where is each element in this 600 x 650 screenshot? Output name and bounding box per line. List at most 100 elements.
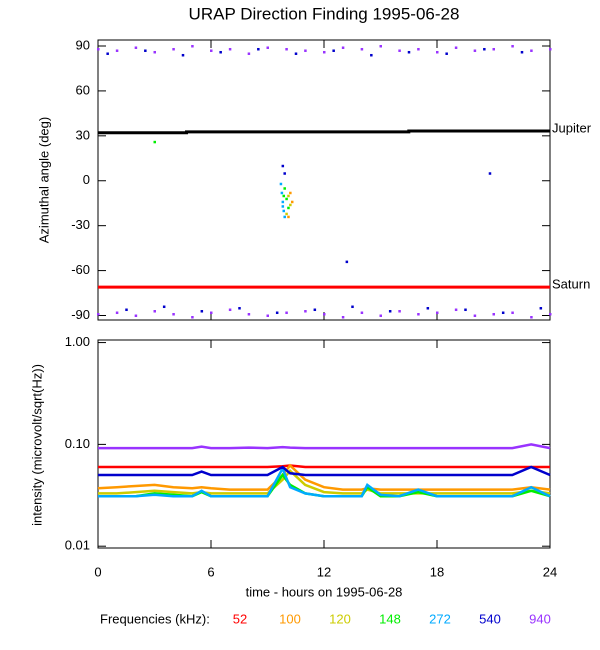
point — [417, 47, 420, 51]
point — [549, 47, 552, 51]
point — [483, 47, 486, 51]
y-axis-label: intensity (microvolt/sqrt(Hz)) — [29, 364, 44, 526]
y-tick-label: 0 — [83, 172, 90, 187]
point — [134, 314, 138, 318]
point — [341, 46, 345, 49]
point — [360, 311, 364, 315]
point — [285, 311, 288, 315]
point — [247, 313, 251, 316]
point — [153, 310, 156, 313]
point — [153, 50, 156, 54]
point — [501, 311, 505, 315]
point — [247, 52, 251, 55]
point — [153, 140, 156, 144]
point — [351, 305, 354, 309]
point — [379, 44, 382, 48]
plot-frame — [97, 39, 551, 321]
point — [530, 49, 533, 52]
point — [323, 313, 326, 316]
point — [281, 205, 285, 208]
point — [332, 49, 335, 52]
legend-title: Frequencies (kHz): — [100, 611, 210, 626]
legend-label: 272 — [429, 611, 451, 626]
point — [97, 47, 100, 51]
point — [464, 308, 467, 312]
legend-label: 120 — [329, 611, 351, 626]
x-axis-label: time - hours on 1995-06-28 — [246, 584, 403, 599]
point — [473, 314, 477, 318]
point — [473, 49, 477, 52]
point — [436, 311, 439, 315]
point — [134, 46, 138, 49]
point — [172, 47, 175, 51]
point — [125, 308, 128, 312]
point — [210, 311, 213, 315]
point — [106, 52, 109, 55]
series-line — [97, 463, 551, 491]
y-tick-label: -90 — [71, 307, 90, 322]
series-line — [98, 468, 551, 495]
x-tick-label: 6 — [207, 564, 214, 579]
legend-label: 940 — [529, 611, 551, 626]
point — [294, 52, 298, 55]
point — [283, 172, 286, 175]
point — [281, 164, 285, 168]
point — [115, 49, 119, 52]
point — [287, 206, 290, 210]
point — [282, 194, 286, 198]
point — [115, 311, 119, 315]
point — [323, 50, 326, 54]
point — [97, 313, 100, 316]
point — [287, 194, 290, 198]
point — [407, 50, 411, 54]
point — [426, 307, 430, 310]
point — [162, 305, 166, 309]
point — [289, 203, 292, 207]
legend-label: 540 — [479, 611, 501, 626]
point — [279, 182, 283, 186]
x-tick-label: 0 — [94, 564, 101, 579]
y-tick-label: 0.01 — [65, 538, 90, 553]
point — [238, 307, 241, 310]
point — [210, 49, 213, 52]
point — [454, 46, 458, 49]
plot-frame — [97, 339, 551, 549]
y-tick-label: 0.10 — [65, 436, 90, 451]
point — [181, 53, 185, 57]
series-line — [98, 465, 551, 498]
point — [285, 47, 288, 51]
x-tick-label: 18 — [430, 564, 444, 579]
point — [266, 46, 269, 49]
point — [511, 44, 514, 48]
y-tick-label: -30 — [71, 217, 90, 232]
point — [345, 260, 349, 264]
y-tick-label: -60 — [71, 262, 90, 277]
point — [520, 50, 524, 54]
point — [341, 316, 345, 319]
point — [280, 191, 284, 195]
point — [172, 313, 175, 316]
point — [436, 50, 439, 54]
series-line — [98, 464, 550, 469]
point — [492, 313, 495, 316]
y-axis-label: Azimuthal angle (deg) — [36, 117, 51, 243]
point — [379, 314, 382, 318]
legend-label: 100 — [279, 611, 301, 626]
point — [144, 49, 147, 52]
reference-label: Jupiter — [552, 120, 592, 135]
point — [281, 200, 285, 204]
chart-title: URAP Direction Finding 1995-06-28 — [189, 4, 460, 23]
point — [283, 215, 286, 219]
point — [191, 316, 194, 319]
x-tick-label: 12 — [317, 564, 331, 579]
legend-label: 52 — [233, 611, 247, 626]
reference-line — [98, 129, 550, 135]
point — [398, 49, 401, 52]
point — [304, 49, 307, 52]
point — [290, 200, 294, 204]
legend-label: 148 — [379, 611, 401, 626]
point — [511, 311, 514, 315]
point — [445, 52, 448, 55]
point — [530, 316, 533, 319]
